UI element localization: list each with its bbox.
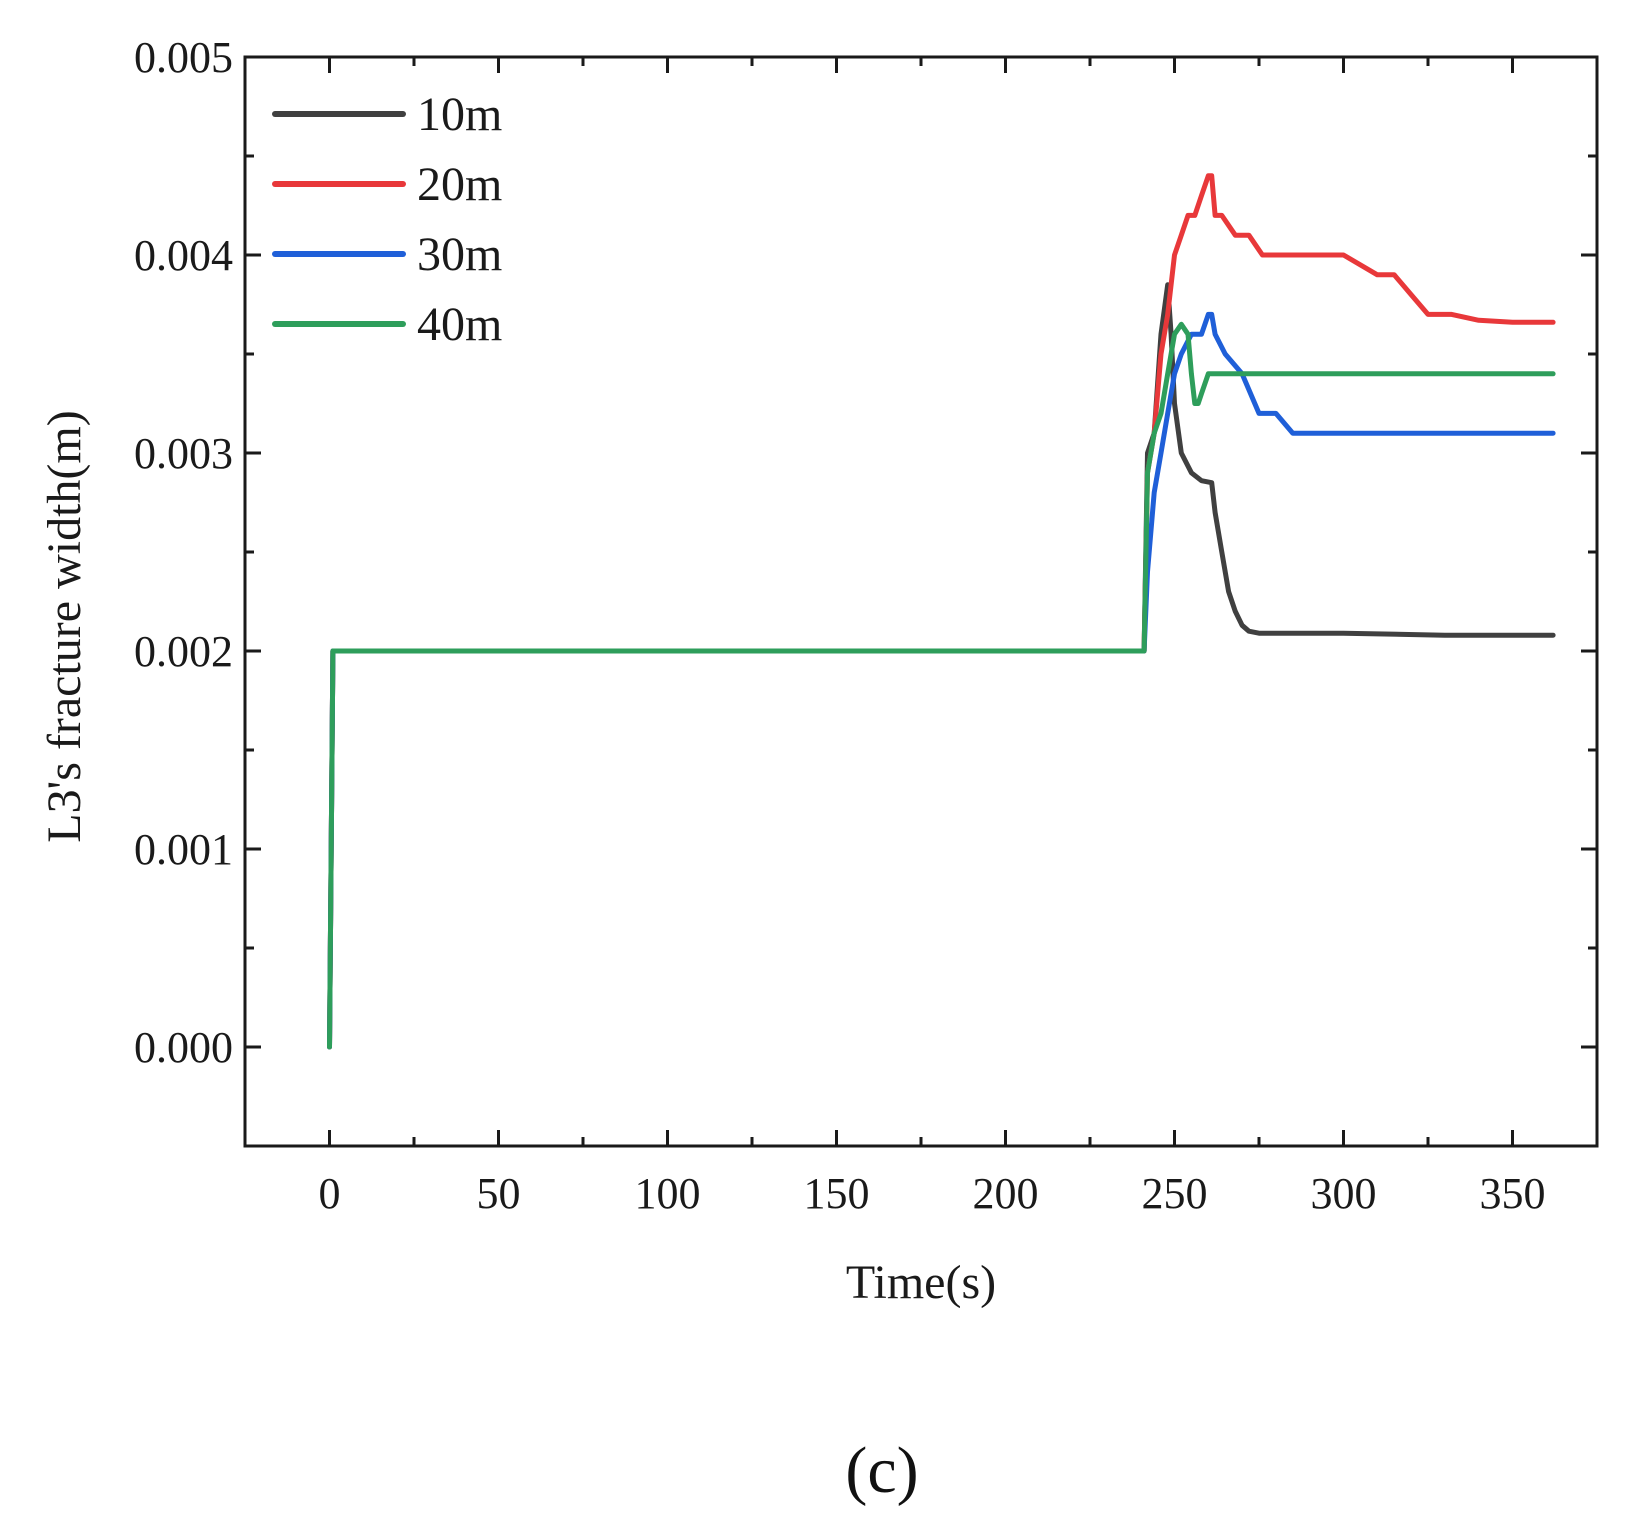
x-tick-label: 150 bbox=[804, 1169, 870, 1218]
y-tick-label: 0.004 bbox=[134, 231, 233, 280]
ticks-layer bbox=[245, 55, 1599, 1146]
x-tick-label: 300 bbox=[1311, 1169, 1377, 1218]
legend-label: 10m bbox=[417, 88, 502, 141]
labels-layer: 0 50 100 150 200 250 300 350 0.000 0.001 0.002 0.00… bbox=[134, 33, 1546, 1218]
x-tick-label: 0 bbox=[319, 1169, 341, 1218]
y-axis-title: L3's fracture width(m) bbox=[38, 410, 91, 843]
legend-label: 30m bbox=[417, 228, 502, 281]
legend-label: 40m bbox=[417, 298, 502, 351]
y-tick-label: 0.003 bbox=[134, 429, 233, 478]
series-line-30m bbox=[327, 311, 1556, 1050]
x-tick-label: 200 bbox=[973, 1169, 1039, 1218]
y-tick-label: 0.002 bbox=[134, 627, 233, 676]
x-tick-label: 250 bbox=[1142, 1169, 1208, 1218]
x-tick-label: 50 bbox=[477, 1169, 521, 1218]
y-tick-label: 0.005 bbox=[134, 33, 233, 82]
series-line-40m bbox=[327, 321, 1556, 1050]
panel-label: (c) bbox=[845, 1434, 918, 1507]
x-axis-title: Time(s) bbox=[846, 1256, 996, 1309]
series-layer bbox=[327, 173, 1556, 1050]
y-tick-label: 0.000 bbox=[134, 1023, 233, 1072]
x-tick-label: 350 bbox=[1480, 1169, 1546, 1218]
series-line-20m bbox=[327, 173, 1556, 1050]
legend: 10m 20m 30m 40m bbox=[272, 88, 502, 351]
legend-label: 20m bbox=[417, 158, 502, 211]
y-tick-label: 0.001 bbox=[134, 825, 233, 874]
x-tick-label: 100 bbox=[635, 1169, 701, 1218]
